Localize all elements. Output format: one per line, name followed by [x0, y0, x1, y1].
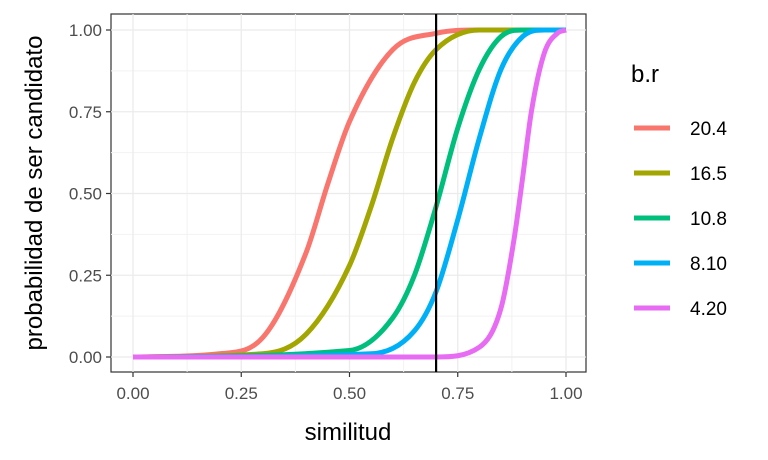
- x-tick-label: 0.50: [333, 384, 366, 403]
- y-tick-label: 0.75: [69, 103, 102, 122]
- y-axis-title: probabilidad de ser candidato: [21, 36, 48, 351]
- legend-label-20-4: 20.4: [690, 119, 727, 140]
- x-tick-label: 0.00: [116, 384, 149, 403]
- legend-label-10-8: 10.8: [690, 209, 727, 230]
- legend-label-4-20: 4.20: [690, 299, 727, 320]
- x-axis-title: similitud: [305, 419, 392, 446]
- x-tick-label: 0.25: [225, 384, 258, 403]
- x-tick-label: 0.75: [441, 384, 474, 403]
- series-line-10-8: [132, 27, 566, 360]
- legend-label-8-10: 8.10: [690, 254, 727, 275]
- x-tick-label: 1.00: [549, 384, 582, 403]
- series-line-8-10: [132, 27, 566, 360]
- y-tick-label: 0.50: [69, 185, 102, 204]
- series-line-4-20: [133, 27, 567, 360]
- y-tick-label: 0.00: [69, 348, 102, 367]
- legend-title: b.r: [631, 61, 659, 88]
- y-tick-label: 0.25: [69, 266, 102, 285]
- legend-label-16-5: 16.5: [690, 164, 727, 185]
- y-tick-label: 1.00: [69, 21, 102, 40]
- series-line-20-4: [132, 27, 566, 360]
